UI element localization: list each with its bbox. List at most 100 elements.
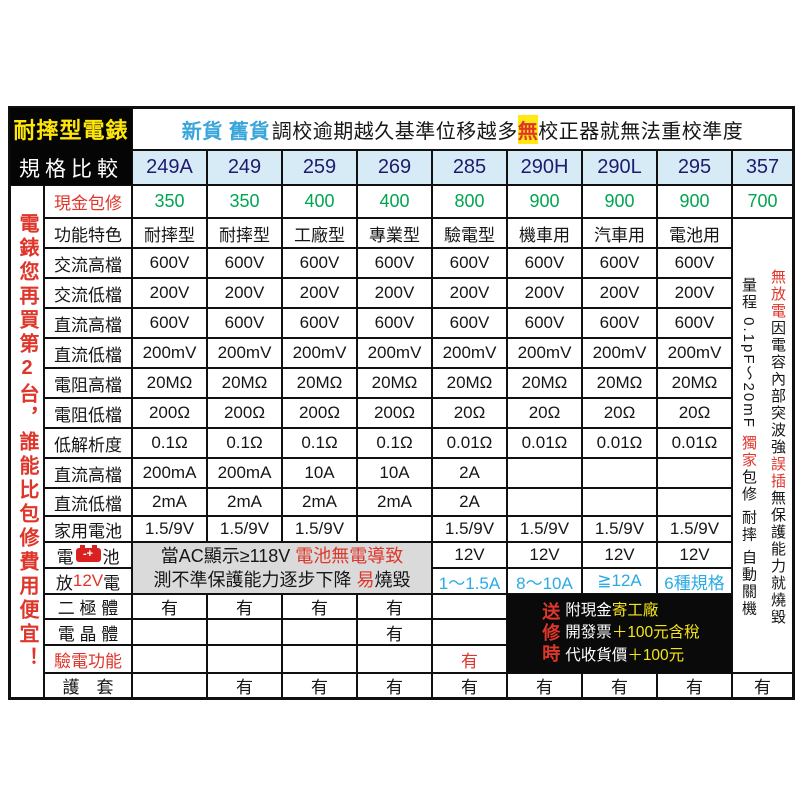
spec-cell: 20Ω <box>657 398 732 428</box>
notice-text-2: 校正器就無法重校準度 <box>538 120 744 143</box>
spec-cell: 200mV <box>132 338 207 368</box>
spec-cell: 600V <box>507 308 582 338</box>
row-label: 驗電功能 <box>44 645 132 673</box>
spec-cell: 耐摔型 <box>207 218 282 248</box>
spec-cell: 20MΩ <box>582 368 657 398</box>
spec-cell: 0.01Ω <box>432 428 507 458</box>
row-label: 電 -+ 池 <box>44 542 132 568</box>
row-label: 功能特色 <box>44 218 132 248</box>
spec-cell: 有 <box>507 673 582 698</box>
row-label: 交流低檔 <box>44 278 132 308</box>
spec-cell: 200V <box>657 278 732 308</box>
spec-cell: 200Ω <box>132 398 207 428</box>
model-header-249A: 249A <box>132 150 207 185</box>
spec-cell: 900 <box>507 185 582 218</box>
promo-vertical-label: 送修時 <box>540 602 561 665</box>
spec-cell: 6種規格 <box>657 568 732 594</box>
spec-cell: 900 <box>582 185 657 218</box>
spec-cell <box>357 516 432 542</box>
spec-cell: 12V <box>582 542 657 568</box>
spec-cell: 汽車用 <box>582 218 657 248</box>
spec-cell: 有 <box>132 594 207 619</box>
promo-line-1: 附現金寄工廠 <box>565 601 659 619</box>
spec-cell: 200V <box>207 278 282 308</box>
spec-cell: 20Ω <box>432 398 507 428</box>
row-label: 電 晶 體 <box>44 619 132 645</box>
spec-cell: 200mV <box>582 338 657 368</box>
calibration-notice: 新貨 舊貨 調校逾期越久基準位移越多 無 校正器就無法重校準度 <box>132 108 793 150</box>
model-header-290L: 290L <box>582 150 657 185</box>
row-label: 直流高檔 <box>44 458 132 488</box>
spec-cell: 有 <box>282 673 357 698</box>
spec-cell: 2mA <box>207 488 282 516</box>
spec-cell: 0.1Ω <box>207 428 282 458</box>
spec-cell <box>282 645 357 673</box>
battery-warning-note: 當AC顯示≥118V 電池無電導致 測不準保護能力逐步下降 易燒毀 <box>132 542 432 594</box>
spec-cell: 0.1Ω <box>357 428 432 458</box>
spec-cell: 200Ω <box>282 398 357 428</box>
row-label: 低解析度 <box>44 428 132 458</box>
spec-cell: 200V <box>357 278 432 308</box>
spec-cell: 10A <box>282 458 357 488</box>
spec-cell: 1.5/9V <box>432 516 507 542</box>
model-357-note-col-right: 無放電因電容內部突波強誤插無保護能力就燒毀 <box>769 269 786 626</box>
spec-cell <box>282 619 357 645</box>
row-label: 家用電池 <box>44 516 132 542</box>
spec-cell: 600V <box>207 248 282 278</box>
spec-cell: 600V <box>582 308 657 338</box>
spec-cell: 工廠型 <box>282 218 357 248</box>
spec-cell: 有 <box>732 673 793 698</box>
row-label: 電阻低檔 <box>44 398 132 428</box>
spec-cell: 1.5/9V <box>507 516 582 542</box>
spec-cell: 20Ω <box>582 398 657 428</box>
spec-cell: 350 <box>132 185 207 218</box>
spec-cell: 2mA <box>282 488 357 516</box>
model-header-290H: 290H <box>507 150 582 185</box>
spec-cell: 20MΩ <box>432 368 507 398</box>
spec-cell: 0.01Ω <box>657 428 732 458</box>
spec-cell: 200mV <box>657 338 732 368</box>
spec-cell: 有 <box>582 673 657 698</box>
spec-cell <box>582 488 657 516</box>
spec-cell: 600V <box>432 308 507 338</box>
spec-cell: 耐摔型 <box>132 218 207 248</box>
spec-cell: 驗電型 <box>432 218 507 248</box>
spec-cell: 12V <box>507 542 582 568</box>
spec-cell: 20MΩ <box>657 368 732 398</box>
spec-cell: 1.5/9V <box>657 516 732 542</box>
promo-line-2: 開發票＋100元含稅 <box>565 624 700 642</box>
spec-cell: 600V <box>432 248 507 278</box>
model-header-259: 259 <box>282 150 357 185</box>
spec-cell <box>432 619 507 645</box>
notice-text-1: 調校逾期越久基準位移越多 <box>271 120 518 143</box>
spec-cell: 0.01Ω <box>582 428 657 458</box>
spec-cell <box>132 645 207 673</box>
spec-cell: 800 <box>432 185 507 218</box>
spec-cell: 200mV <box>432 338 507 368</box>
spec-cell: 2mA <box>357 488 432 516</box>
row-label: 直流低檔 <box>44 488 132 516</box>
row-label: 護 套 <box>44 673 132 698</box>
spec-cell: 8～10A <box>507 568 582 594</box>
spec-cell: 200mV <box>282 338 357 368</box>
spec-cell <box>507 458 582 488</box>
spec-cell: 900 <box>657 185 732 218</box>
spec-cell: 200mV <box>357 338 432 368</box>
row-label: 現金包修 <box>44 185 132 218</box>
battery-icon: -+ <box>75 545 101 562</box>
spec-cell: 200Ω <box>207 398 282 428</box>
spec-cell: 1.5/9V <box>132 516 207 542</box>
spec-cell <box>357 645 432 673</box>
spec-cell <box>657 458 732 488</box>
model-header-295: 295 <box>657 150 732 185</box>
row-label: 電阻高檔 <box>44 368 132 398</box>
spec-cell: 1.5/9V <box>207 516 282 542</box>
spec-cell: 2A <box>432 488 507 516</box>
spec-cell: 20MΩ <box>357 368 432 398</box>
spec-cell: 200Ω <box>357 398 432 428</box>
spec-cell: 有 <box>357 594 432 619</box>
spec-cell: 有 <box>207 594 282 619</box>
spec-cell <box>207 619 282 645</box>
battery-warning-line1: 當AC顯示≥118V 電池無電導致 <box>160 545 404 566</box>
table-title: 耐摔型電錶 <box>10 108 132 150</box>
